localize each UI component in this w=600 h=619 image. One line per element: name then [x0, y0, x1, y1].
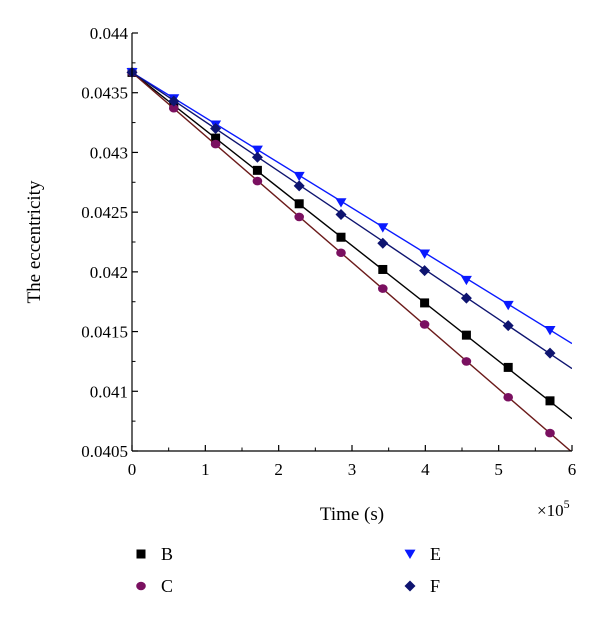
y-tick-label-3: 0.042	[90, 263, 128, 282]
y-tick-label-1: 0.041	[90, 382, 128, 401]
data-point-F-2	[210, 123, 222, 135]
legend-marker-C	[136, 581, 146, 591]
data-point-F-6	[377, 237, 389, 249]
series-line-C	[132, 71, 572, 451]
x-tick-label-0: 0	[128, 460, 137, 479]
y-tick-label-0: 0.0405	[81, 442, 128, 461]
x-tick-label-1: 1	[201, 460, 210, 479]
y-tick-label-5: 0.043	[90, 143, 128, 162]
data-point-C-7	[419, 320, 430, 329]
data-point-E-5	[335, 198, 347, 208]
data-point-B-9	[503, 362, 513, 372]
x-axis-label: Time (s)	[320, 504, 384, 525]
data-point-C-6	[378, 284, 388, 293]
data-point-C-5	[336, 248, 346, 258]
y-tick-label-2: 0.0415	[81, 323, 128, 342]
x-tick-label-4: 4	[421, 460, 430, 479]
y-tick-label-7: 0.044	[90, 24, 129, 43]
series-B	[127, 67, 572, 420]
legend-label-C: C	[161, 576, 173, 596]
data-point-B-3	[252, 165, 262, 175]
legend-marker-E	[404, 549, 416, 559]
data-point-B-10	[545, 396, 555, 406]
series-F	[126, 66, 572, 370]
y-axis-label: The eccentricity	[24, 180, 45, 303]
data-point-B-6	[378, 264, 388, 274]
data-point-F-5	[335, 209, 347, 221]
data-point-E-4	[293, 171, 305, 182]
data-point-F-8	[460, 292, 472, 304]
data-point-B-5	[336, 232, 346, 242]
series-C	[127, 68, 572, 451]
legend-marker-F	[404, 580, 416, 592]
legend-marker-B	[136, 549, 146, 559]
y-tick-label-6: 0.0435	[81, 84, 128, 103]
x-multiplier-base: ×10	[537, 501, 564, 520]
data-point-C-3	[252, 176, 263, 186]
legend-item-B: B	[136, 544, 173, 564]
data-point-C-4	[294, 212, 305, 222]
series-E	[126, 68, 572, 345]
data-point-B-7	[420, 298, 430, 308]
data-point-E-6	[377, 223, 389, 233]
data-point-F-9	[502, 320, 514, 332]
data-point-C-10	[545, 428, 555, 438]
data-point-E-10	[544, 325, 556, 336]
legend-item-C: C	[136, 576, 173, 596]
data-point-E-8	[460, 275, 472, 286]
data-point-E-9	[502, 300, 514, 311]
y-tick-label-4: 0.0425	[81, 203, 128, 222]
legend-label-B: B	[161, 544, 173, 564]
x-tick-label-2: 2	[274, 460, 283, 479]
legend-label-E: E	[430, 544, 441, 564]
data-point-C-8	[461, 357, 472, 366]
data-point-F-10	[544, 347, 556, 359]
data-point-B-2	[211, 133, 221, 143]
x-multiplier-exponent: 5	[564, 497, 570, 511]
legend-label-F: F	[430, 576, 440, 596]
legend: BC EF	[136, 544, 441, 596]
data-point-C-9	[503, 392, 513, 402]
data-point-E-7	[419, 249, 431, 259]
x-tick-label-5: 5	[494, 460, 503, 479]
legend-item-E: E	[404, 544, 441, 564]
data-point-F-4	[293, 180, 305, 192]
data-point-E-3	[251, 145, 263, 155]
data-point-F-3	[251, 151, 263, 163]
series-line-F	[132, 71, 572, 370]
data-point-C-2	[210, 139, 221, 149]
x-tick-label-3: 3	[348, 460, 357, 479]
series-line-E	[132, 71, 572, 345]
data-point-F-7	[419, 265, 431, 277]
x-axis-multiplier: ×105	[537, 497, 570, 520]
plot-area	[126, 66, 572, 451]
axes: 0 1 2 3 4 5 6 0.0405 0.041 0.0415 0.042 0.0425 0.043…	[81, 24, 576, 479]
x-tick-label-6: 6	[568, 460, 577, 479]
series-line-B	[132, 71, 572, 420]
data-point-F-1	[168, 95, 180, 107]
data-point-B-8	[461, 330, 471, 340]
data-point-C-1	[169, 103, 179, 113]
data-point-B-4	[294, 199, 304, 209]
legend-item-F: F	[404, 576, 440, 596]
